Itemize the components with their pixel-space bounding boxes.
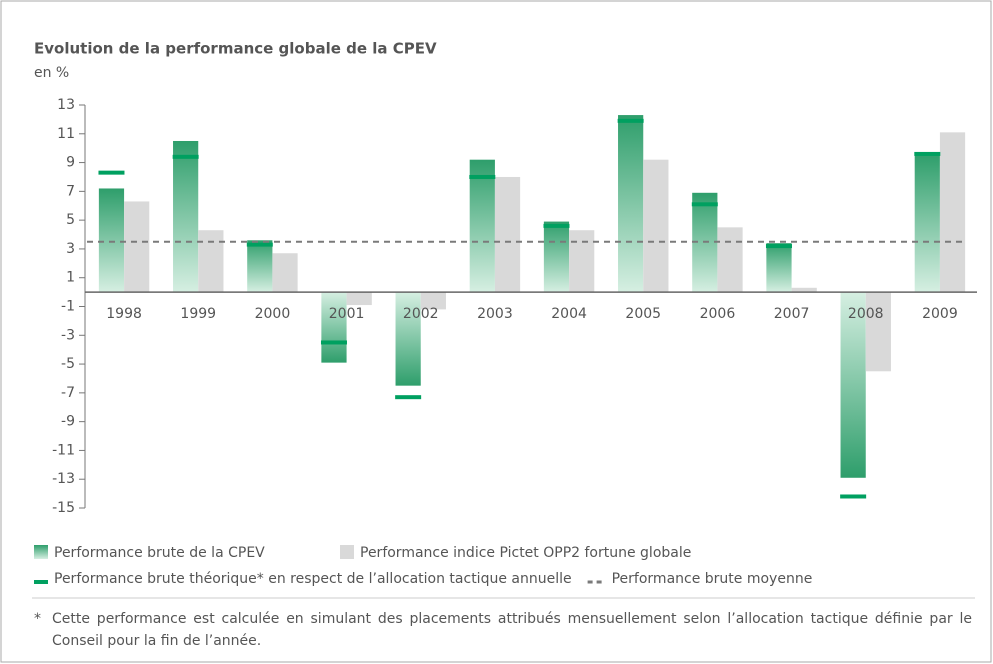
marker bbox=[395, 395, 422, 400]
footnote: Cette performance est calculée en simula… bbox=[52, 611, 972, 649]
marker bbox=[98, 170, 125, 175]
bar bbox=[791, 287, 817, 293]
y-tick-label: 9 bbox=[66, 155, 75, 171]
marker bbox=[469, 174, 496, 179]
bar bbox=[494, 176, 521, 293]
marker bbox=[840, 494, 867, 499]
marker bbox=[543, 223, 570, 228]
bar bbox=[272, 253, 298, 293]
y-tick-label: -11 bbox=[52, 442, 75, 458]
marker bbox=[320, 340, 347, 345]
x-tick-label: 2003 bbox=[477, 306, 513, 322]
footnote-marker: * bbox=[34, 611, 41, 627]
bar bbox=[321, 292, 347, 363]
legend-swatch bbox=[34, 545, 48, 559]
x-tick-label: 2005 bbox=[625, 306, 661, 322]
bar bbox=[173, 140, 199, 293]
bar bbox=[543, 221, 570, 293]
x-tick-label: 2006 bbox=[700, 306, 736, 322]
y-tick-label: 13 bbox=[57, 97, 75, 113]
bar bbox=[914, 153, 940, 293]
y-tick-label: 3 bbox=[66, 241, 75, 257]
bar bbox=[643, 159, 669, 293]
bar bbox=[469, 159, 495, 293]
legend-label: Performance brute de la CPEV bbox=[54, 545, 265, 561]
x-tick-label: 2002 bbox=[403, 306, 439, 322]
y-tick-label: -15 bbox=[52, 500, 75, 516]
bar bbox=[198, 230, 224, 293]
marker bbox=[691, 202, 718, 207]
legend-label: Performance brute moyenne bbox=[612, 571, 813, 587]
bar bbox=[124, 201, 150, 293]
y-tick-label: -1 bbox=[61, 299, 75, 315]
marker bbox=[617, 118, 644, 123]
x-tick-label: 2001 bbox=[329, 306, 365, 322]
x-tick-label: 1999 bbox=[180, 306, 216, 322]
bar bbox=[346, 292, 372, 306]
bar bbox=[766, 243, 792, 293]
y-tick-label: 7 bbox=[66, 183, 75, 199]
legend-label: Performance indice Pictet OPP2 fortune g… bbox=[360, 545, 691, 561]
bar bbox=[840, 292, 866, 478]
y-tick-label: -5 bbox=[61, 356, 75, 372]
y-tick-label: -7 bbox=[61, 385, 75, 401]
y-tick-label: 11 bbox=[57, 126, 75, 142]
x-tick-label: 2004 bbox=[551, 306, 587, 322]
chart-title: Evolution de la performance globale de l… bbox=[34, 40, 437, 58]
marker bbox=[172, 154, 199, 159]
y-tick-label: -9 bbox=[61, 414, 75, 430]
legend-swatch bbox=[34, 580, 48, 584]
bar bbox=[939, 132, 966, 293]
y-tick-label: 5 bbox=[66, 212, 75, 228]
marker bbox=[914, 151, 941, 156]
x-tick-label: 2000 bbox=[255, 306, 291, 322]
y-tick-label: -13 bbox=[52, 471, 75, 487]
bar bbox=[247, 240, 273, 293]
marker bbox=[765, 244, 792, 249]
legend-swatch bbox=[340, 545, 354, 559]
bar bbox=[420, 292, 446, 310]
x-tick-label: 2008 bbox=[848, 306, 884, 322]
bar bbox=[395, 292, 421, 386]
y-tick-label: -3 bbox=[61, 327, 75, 343]
y-tick-label: 1 bbox=[66, 270, 75, 286]
bar bbox=[717, 227, 743, 293]
x-tick-label: 2007 bbox=[774, 306, 810, 322]
legend-label: Performance brute théorique* en respect … bbox=[54, 571, 572, 587]
x-tick-label: 2009 bbox=[922, 306, 958, 322]
bar bbox=[865, 292, 891, 372]
bar bbox=[98, 188, 125, 293]
subtitle: en % bbox=[34, 65, 69, 81]
marker bbox=[246, 242, 273, 247]
bar bbox=[618, 115, 644, 293]
bar bbox=[569, 230, 595, 293]
x-tick-label: 1998 bbox=[106, 306, 142, 322]
